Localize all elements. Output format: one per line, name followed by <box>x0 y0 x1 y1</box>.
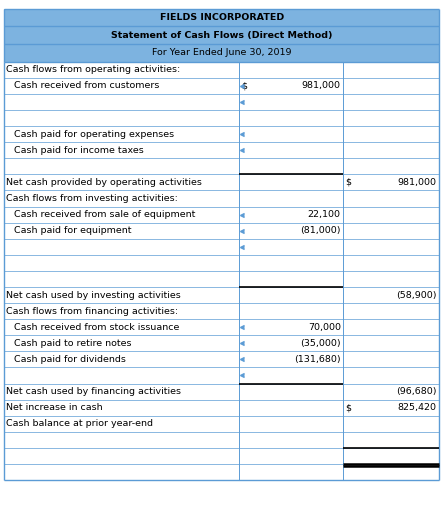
Text: $: $ <box>346 403 351 412</box>
Bar <box>4 26 439 44</box>
Bar <box>4 126 439 142</box>
Bar <box>4 432 439 448</box>
Bar <box>4 44 439 62</box>
Text: Cash flows from investing activities:: Cash flows from investing activities: <box>6 194 178 203</box>
Text: Cash paid for equipment: Cash paid for equipment <box>14 226 132 235</box>
Text: Cash paid for income taxes: Cash paid for income taxes <box>14 146 144 155</box>
Text: Cash received from customers: Cash received from customers <box>14 81 160 90</box>
Text: Cash paid for operating expenses: Cash paid for operating expenses <box>14 130 174 139</box>
Text: (131,680): (131,680) <box>294 355 341 364</box>
Bar <box>4 416 439 432</box>
Text: $: $ <box>241 81 247 90</box>
Text: Net cash used by investing activities: Net cash used by investing activities <box>6 291 181 299</box>
Bar <box>4 351 439 367</box>
Text: Net cash used by financing activities: Net cash used by financing activities <box>6 387 181 396</box>
Text: 981,000: 981,000 <box>398 178 437 187</box>
Text: 981,000: 981,000 <box>302 81 341 90</box>
Text: For Year Ended June 30, 2019: For Year Ended June 30, 2019 <box>152 48 292 58</box>
Text: 22,100: 22,100 <box>308 210 341 219</box>
Bar <box>4 303 439 319</box>
Text: Statement of Cash Flows (Direct Method): Statement of Cash Flows (Direct Method) <box>111 31 333 40</box>
Bar <box>4 62 439 78</box>
Text: Cash paid to retire notes: Cash paid to retire notes <box>14 339 132 348</box>
Bar <box>4 335 439 351</box>
Bar <box>4 448 439 464</box>
Bar <box>4 174 439 190</box>
Bar <box>4 223 439 239</box>
Bar <box>4 287 439 303</box>
Bar <box>4 190 439 207</box>
Text: Cash received from stock issuance: Cash received from stock issuance <box>14 323 180 332</box>
Text: Net increase in cash: Net increase in cash <box>6 403 103 412</box>
Bar <box>4 239 439 255</box>
Text: Cash paid for dividends: Cash paid for dividends <box>14 355 126 364</box>
Bar <box>4 271 439 287</box>
Bar <box>4 464 439 480</box>
Text: FIELDS INCORPORATED: FIELDS INCORPORATED <box>160 13 284 22</box>
Bar <box>4 207 439 223</box>
Text: 825,420: 825,420 <box>398 403 437 412</box>
Text: 70,000: 70,000 <box>308 323 341 332</box>
Text: Cash flows from financing activities:: Cash flows from financing activities: <box>6 307 178 316</box>
Bar <box>4 94 439 110</box>
Bar <box>4 110 439 126</box>
Bar <box>4 78 439 94</box>
Text: Cash received from sale of equipment: Cash received from sale of equipment <box>14 210 196 219</box>
Text: Net cash provided by operating activities: Net cash provided by operating activitie… <box>6 178 202 187</box>
Text: Cash balance at prior year-end: Cash balance at prior year-end <box>6 419 153 428</box>
Text: $: $ <box>346 178 351 187</box>
Bar <box>4 319 439 335</box>
Text: (58,900): (58,900) <box>396 291 437 299</box>
Bar <box>4 367 439 384</box>
Bar <box>4 142 439 158</box>
Bar <box>4 384 439 400</box>
Text: (81,000): (81,000) <box>300 226 341 235</box>
Bar <box>4 400 439 416</box>
Bar <box>4 158 439 174</box>
Text: Cash flows from operating activities:: Cash flows from operating activities: <box>6 65 181 74</box>
Bar <box>4 255 439 271</box>
Text: (35,000): (35,000) <box>300 339 341 348</box>
Text: (96,680): (96,680) <box>396 387 437 396</box>
Bar <box>4 9 439 26</box>
